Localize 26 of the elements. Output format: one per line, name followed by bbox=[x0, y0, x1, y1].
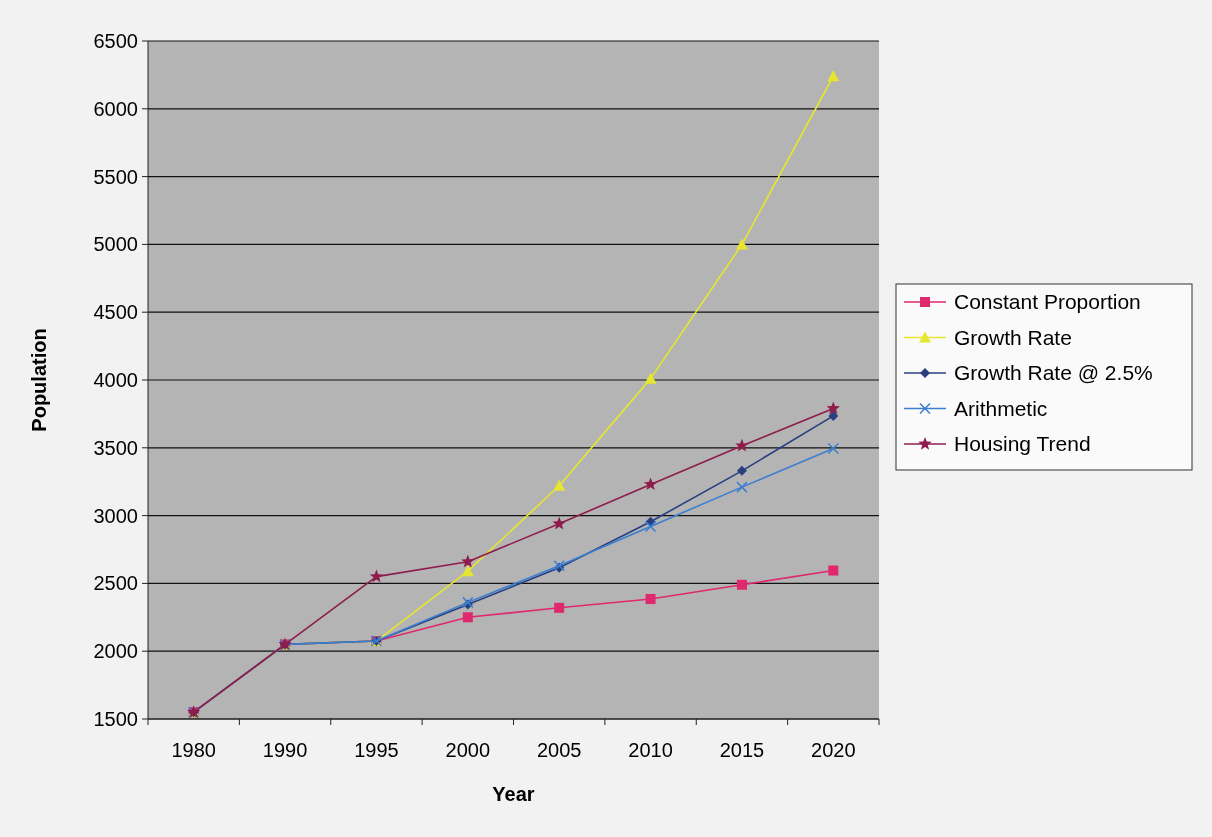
legend-label: Growth Rate bbox=[954, 325, 1072, 349]
y-tick-label: 1500 bbox=[93, 708, 138, 730]
y-tick-label: 5500 bbox=[93, 165, 138, 188]
x-axis-title: Year bbox=[492, 783, 535, 805]
legend-label: Arithmetic bbox=[954, 396, 1048, 420]
legend-label: Constant Proportion bbox=[954, 290, 1141, 314]
y-tick-label: 3000 bbox=[93, 504, 138, 527]
legend-label: Housing Trend bbox=[954, 432, 1091, 456]
x-tick-label: 1980 bbox=[171, 739, 216, 761]
x-tick-label: 1990 bbox=[262, 739, 308, 761]
y-tick-label: 3500 bbox=[93, 436, 138, 459]
y-tick-label: 6500 bbox=[93, 30, 138, 52]
y-tick-label: 2500 bbox=[93, 572, 138, 595]
y-axis-title: Population bbox=[28, 328, 50, 432]
y-tick-label: 2000 bbox=[93, 640, 138, 663]
x-tick-label: 2020 bbox=[811, 739, 856, 761]
x-tick-label: 2015 bbox=[719, 739, 765, 761]
y-tick-label: 5000 bbox=[93, 233, 138, 256]
x-tick-label: 2005 bbox=[536, 739, 582, 761]
y-tick-label: 4500 bbox=[93, 301, 138, 324]
legend-label: Growth Rate @ 2.5% bbox=[954, 361, 1153, 385]
x-tick-label: 1995 bbox=[354, 739, 399, 761]
x-tick-label: 2010 bbox=[628, 739, 673, 761]
y-tick-label: 6000 bbox=[93, 97, 138, 120]
x-tick-label: 2000 bbox=[445, 739, 491, 761]
y-tick-label: 4000 bbox=[93, 369, 138, 391]
